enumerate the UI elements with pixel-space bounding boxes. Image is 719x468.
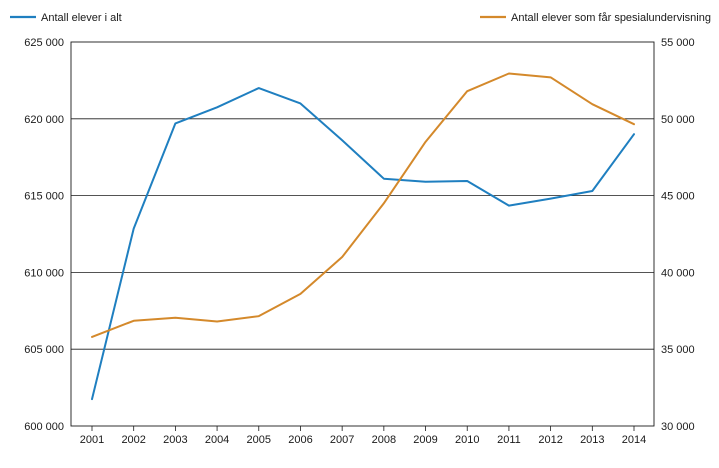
left-axis-tick-labels: 600 000 605 000 610 000 615 000 620 000 625 0… (24, 37, 64, 433)
x-tick-label: 2002 (121, 434, 145, 446)
x-tick-label: 2005 (247, 434, 271, 446)
frame-layer (70, 41, 655, 427)
right-y-tick-label: 50 000 (661, 114, 695, 126)
x-tick-label: 2006 (288, 434, 312, 446)
left-y-tick-label: 620 000 (24, 114, 64, 126)
left-y-tick-label: 615 000 (24, 191, 64, 203)
x-tick-label: 2012 (538, 434, 562, 446)
x-tick-label: 2003 (163, 434, 187, 446)
x-tick-label: 2010 (455, 434, 479, 446)
left-y-tick-label: 600 000 (24, 421, 64, 433)
legend-label-1: Antall elever som får spesialundervisnin… (511, 12, 711, 24)
left-y-tick-label: 605 000 (24, 344, 64, 356)
x-tick-label: 2001 (80, 434, 104, 446)
x-tick-label: 2014 (622, 434, 646, 446)
right-y-tick-label: 55 000 (661, 37, 695, 49)
series-layer (91, 72, 635, 401)
x-tick-label: 2011 (497, 434, 521, 446)
x-axis-tick-labels: 2001 2002 2003 2004 2005 2006 2007 2008 2009 2010… (80, 426, 646, 446)
x-tick-label: 2008 (372, 434, 396, 446)
left-y-tick-label: 625 000 (24, 37, 64, 49)
legend: Antall elever i alt Antall elever som får… (10, 12, 711, 24)
right-y-tick-label: 35 000 (661, 344, 695, 356)
series-line-antall-elever-i-alt (91, 87, 635, 401)
right-y-tick-label: 45 000 (661, 191, 695, 203)
series-line-antall-elever-spesialundervisning (91, 72, 635, 338)
right-y-tick-label: 40 000 (661, 267, 695, 279)
left-y-tick-label: 610 000 (24, 267, 64, 279)
x-tick-label: 2007 (330, 434, 354, 446)
right-y-tick-label: 30 000 (661, 421, 695, 433)
plot-frame (70, 41, 655, 427)
x-tick-label: 2004 (205, 434, 229, 446)
legend-label-0: Antall elever i alt (41, 12, 122, 24)
right-axis-tick-labels: 30 000 35 000 40 000 45 000 50 000 55 000 (661, 37, 695, 433)
grid-layer (71, 118, 654, 350)
x-tick-label: 2009 (413, 434, 437, 446)
x-tick-label: 2013 (580, 434, 604, 446)
